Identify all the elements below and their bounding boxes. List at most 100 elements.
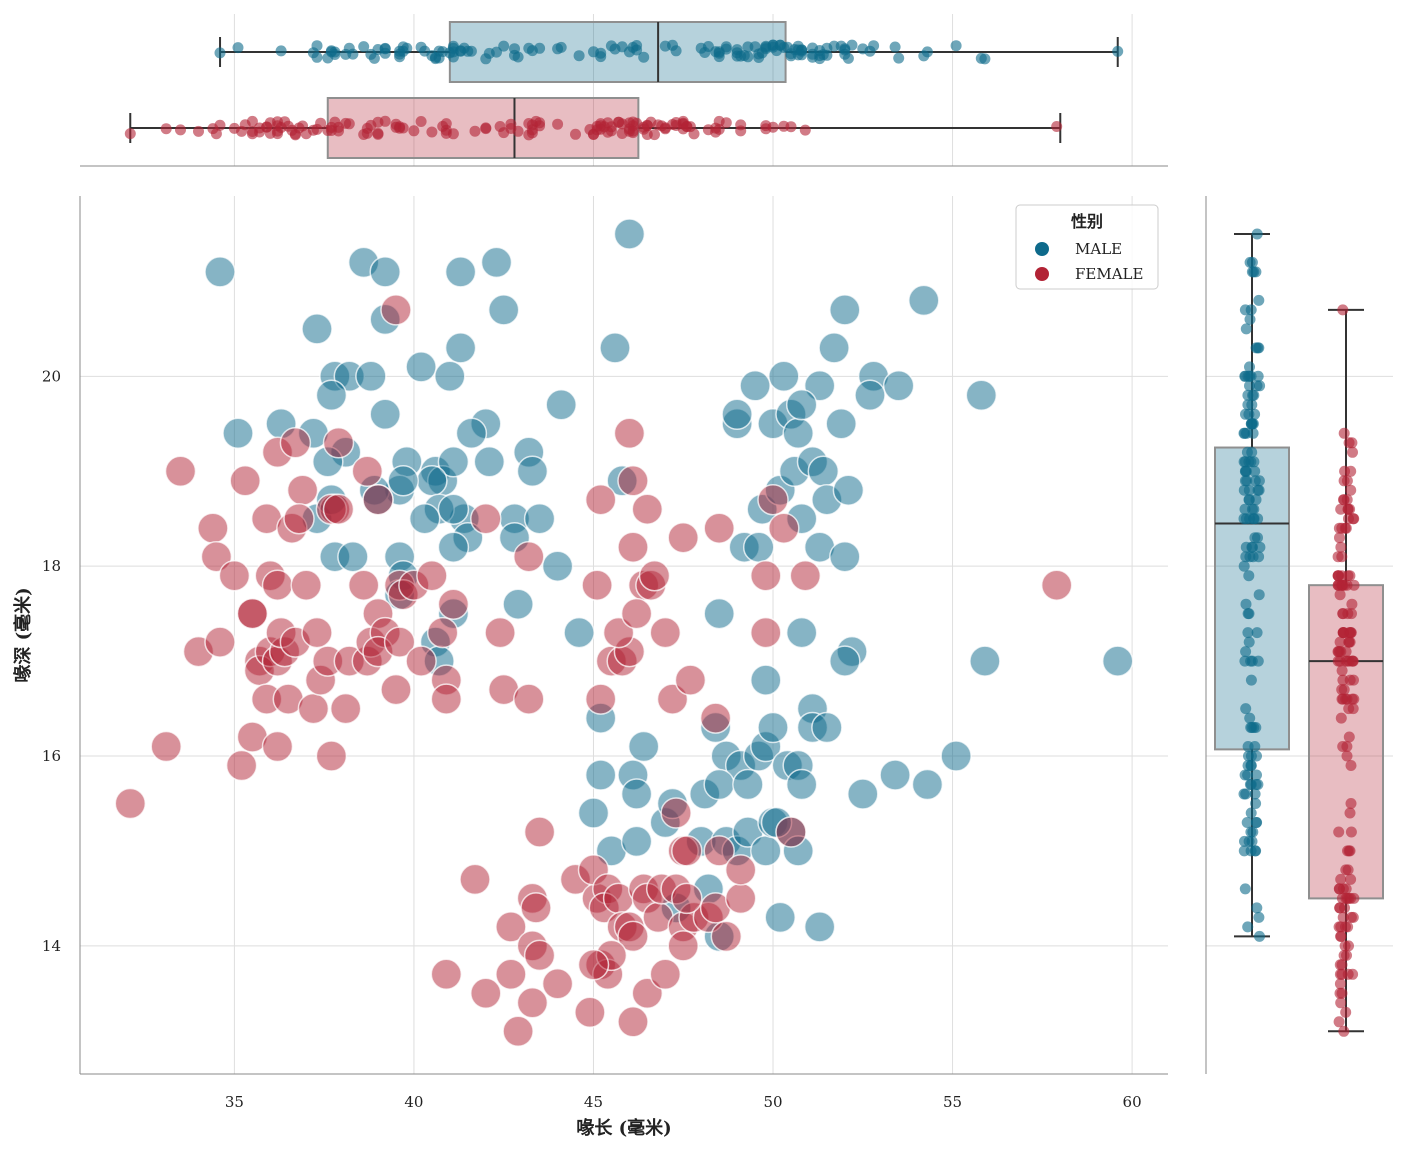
right-strip-point-male — [1253, 484, 1265, 496]
top-strip-point-male — [702, 41, 714, 52]
top-strip-point-male — [921, 46, 933, 58]
top-strip-point-female — [372, 128, 384, 140]
scatter-point-female — [620, 597, 653, 630]
right-strip-point-female — [1334, 589, 1346, 601]
right-strip-point-male — [1240, 703, 1252, 715]
scatter-point-female — [329, 692, 362, 725]
right-strip-point-male — [1253, 589, 1265, 601]
right-strip-point-male — [1247, 389, 1259, 401]
right-strip-point-female — [1341, 475, 1353, 487]
top-strip-point-female — [311, 123, 323, 135]
x-tick-label: 55 — [943, 1093, 962, 1111]
scatter-point-female — [470, 977, 502, 1010]
right-strip-point-male — [1251, 380, 1263, 392]
right-strip-point-male — [1240, 465, 1252, 477]
scatter-point-female — [617, 465, 649, 497]
top-strip-point-male — [950, 40, 962, 52]
right-strip-point-female — [1345, 627, 1357, 639]
scatter-point-female — [710, 920, 743, 953]
right-strip-point-female — [1342, 845, 1353, 857]
right-strip-point-male — [1244, 370, 1256, 382]
main-scatter-points — [114, 218, 1134, 1048]
scatter-point-female — [1040, 569, 1073, 601]
right-strip-point-male — [1251, 228, 1263, 240]
scatter-point-female — [204, 626, 236, 658]
scatter-point-male — [785, 616, 818, 649]
scatter-point-male — [721, 398, 753, 431]
right-strip-point-male — [1251, 750, 1262, 762]
right-strip-point-female — [1338, 684, 1350, 696]
scatter-point-female — [577, 949, 610, 981]
scatter-point-female — [671, 882, 703, 915]
scatter-point-female — [261, 569, 294, 601]
right-strip-point-female — [1335, 873, 1347, 885]
top-strip-point-male — [753, 52, 765, 63]
scatter-point-male — [750, 835, 782, 867]
scatter-point-female — [470, 502, 502, 535]
right-strip-point-male — [1245, 722, 1257, 733]
scatter-point-female — [724, 882, 757, 915]
right-strip-point-female — [1333, 826, 1345, 838]
scatter-point-male — [703, 597, 735, 630]
scatter-point-male — [437, 531, 470, 563]
right-strip-point-male — [1240, 408, 1251, 420]
top-strip-point-female — [512, 125, 524, 137]
scatter-point-male — [405, 351, 437, 383]
top-strip-point-female — [193, 125, 204, 137]
right-strip-point-male — [1249, 788, 1261, 800]
right-strip-point-male — [1251, 769, 1262, 781]
right-strip-point-female — [1343, 940, 1354, 952]
right-strip-point-male — [1242, 741, 1254, 752]
top-strip-point-female — [641, 129, 653, 140]
top-strip-point-male — [713, 46, 725, 58]
scatter-point-female — [638, 559, 671, 592]
top-strip-point-female — [272, 116, 283, 128]
top-strip-point-female — [365, 119, 377, 131]
top-strip-point-female — [570, 128, 581, 140]
top-strip-point-male — [792, 40, 804, 52]
scatter-point-male — [444, 332, 477, 364]
top-strip-point-female — [720, 117, 732, 129]
scatter-point-female — [164, 455, 197, 488]
right-strip-point-female — [1332, 551, 1344, 563]
right-strip-point-male — [1252, 370, 1264, 382]
scatter-point-male — [577, 797, 610, 829]
top-strip-point-female — [584, 124, 596, 135]
right-strip-point-female — [1337, 741, 1349, 752]
right-strip-point-male — [1248, 266, 1260, 278]
scatter-point-male — [545, 389, 577, 421]
right-strip-point-male — [1249, 475, 1261, 487]
right-strip-point-female — [1346, 598, 1358, 610]
right-strip-point-male — [1245, 826, 1257, 838]
right-strip-point-female — [1338, 427, 1350, 439]
scatter-point-female — [290, 569, 322, 601]
top-marginal-grid — [233, 14, 1133, 166]
scatter-point-male — [768, 360, 800, 393]
scatter-point-female — [541, 968, 574, 1000]
scatter-point-female — [649, 958, 682, 991]
top-strip-point-male — [372, 44, 384, 55]
right-strip-point-female — [1334, 978, 1346, 990]
top-strip-point-female — [710, 126, 722, 138]
top-strip-point-male — [552, 43, 564, 55]
scatter-point-female — [523, 939, 556, 972]
scatter-point-male — [387, 465, 419, 497]
scatter-point-male — [785, 389, 818, 421]
scatter-point-male — [563, 616, 595, 649]
top-strip-point-male — [839, 44, 851, 56]
top-strip-point-female — [681, 121, 693, 132]
scatter-point-female — [523, 816, 556, 848]
right-strip-point-female — [1338, 494, 1350, 506]
right-strip-point-male — [1240, 323, 1252, 335]
top-strip-point-female — [480, 122, 492, 134]
scatter-point-male — [480, 246, 513, 279]
top-strip-point-female — [552, 118, 564, 130]
scatter-point-female — [283, 502, 315, 535]
right-strip-point-female — [1335, 930, 1347, 942]
scatter-point-female — [286, 474, 319, 506]
right-strip-point-female — [1337, 304, 1349, 316]
scatter-point-male — [620, 778, 653, 810]
scatter-point-male — [516, 455, 549, 488]
scatter-point-female — [322, 427, 355, 459]
right-strip-point-female — [1348, 693, 1360, 705]
